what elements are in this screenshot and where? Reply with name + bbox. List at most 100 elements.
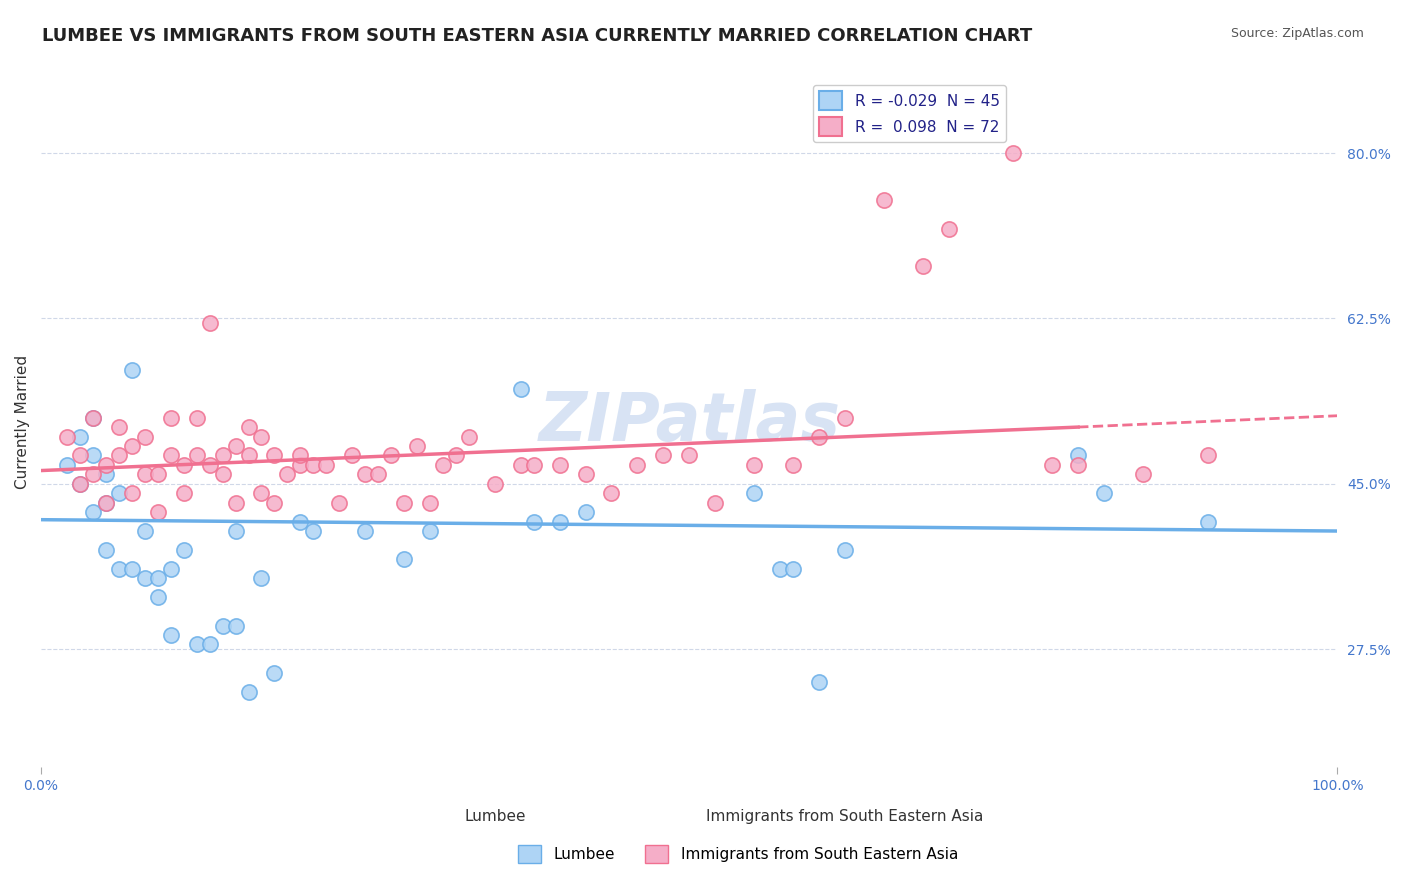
Y-axis label: Currently Married: Currently Married [15, 355, 30, 490]
Point [146, 467, 169, 482]
Legend: R = -0.029  N = 45, R =  0.098  N = 72: R = -0.029 N = 45, R = 0.098 N = 72 [813, 85, 1005, 142]
Point [198, 316, 221, 330]
Point [263, 496, 285, 510]
Point [134, 429, 156, 443]
Point [250, 429, 273, 443]
Point [82, 410, 104, 425]
Point [56, 429, 79, 443]
Point [1197, 515, 1219, 529]
Point [198, 458, 221, 472]
Point [263, 665, 285, 680]
Point [56, 458, 79, 472]
Point [186, 637, 208, 651]
Point [342, 449, 364, 463]
Point [419, 496, 441, 510]
Point [432, 458, 454, 472]
Point [484, 476, 506, 491]
Point [523, 458, 546, 472]
Point [173, 486, 195, 500]
Point [626, 458, 648, 472]
Point [134, 467, 156, 482]
Point [69, 449, 91, 463]
Point [121, 562, 143, 576]
Point [548, 458, 571, 472]
Point [354, 524, 377, 538]
Point [406, 439, 429, 453]
Point [238, 449, 260, 463]
Point [392, 552, 415, 566]
Point [457, 429, 479, 443]
Point [807, 675, 830, 690]
Point [159, 449, 181, 463]
Point [134, 524, 156, 538]
Point [652, 449, 675, 463]
Point [225, 439, 247, 453]
Point [121, 439, 143, 453]
Point [509, 382, 531, 396]
Point [82, 410, 104, 425]
Point [574, 505, 596, 519]
Point [742, 458, 765, 472]
Point [548, 515, 571, 529]
Point [225, 524, 247, 538]
Legend: Lumbee, Immigrants from South Eastern Asia: Lumbee, Immigrants from South Eastern As… [512, 838, 965, 870]
Point [1132, 467, 1154, 482]
Point [250, 486, 273, 500]
Point [523, 515, 546, 529]
Point [574, 467, 596, 482]
Point [159, 410, 181, 425]
Point [419, 524, 441, 538]
Point [198, 637, 221, 651]
Point [807, 429, 830, 443]
Point [69, 429, 91, 443]
Point [238, 684, 260, 698]
Point [290, 458, 312, 472]
Point [1040, 458, 1063, 472]
Point [108, 486, 131, 500]
Point [173, 543, 195, 558]
Point [392, 496, 415, 510]
Text: Source: ZipAtlas.com: Source: ZipAtlas.com [1230, 27, 1364, 40]
Point [159, 562, 181, 576]
Point [173, 458, 195, 472]
Point [108, 562, 131, 576]
Point [238, 420, 260, 434]
Point [600, 486, 623, 500]
Point [302, 458, 325, 472]
Text: ZIPatlas: ZIPatlas [538, 389, 841, 455]
Point [186, 449, 208, 463]
Point [963, 127, 986, 141]
Point [354, 467, 377, 482]
Point [146, 590, 169, 604]
Point [82, 467, 104, 482]
Point [69, 476, 91, 491]
Point [938, 221, 960, 235]
Point [211, 467, 233, 482]
Point [769, 562, 792, 576]
Point [94, 496, 117, 510]
Point [276, 467, 298, 482]
Point [146, 571, 169, 585]
Text: Immigrants from South Eastern Asia: Immigrants from South Eastern Asia [706, 809, 984, 823]
Text: LUMBEE VS IMMIGRANTS FROM SOUTH EASTERN ASIA CURRENTLY MARRIED CORRELATION CHART: LUMBEE VS IMMIGRANTS FROM SOUTH EASTERN … [42, 27, 1032, 45]
Point [1002, 146, 1025, 161]
Point [186, 410, 208, 425]
Point [782, 562, 804, 576]
Point [1067, 458, 1090, 472]
Point [82, 505, 104, 519]
Point [328, 496, 350, 510]
Point [108, 449, 131, 463]
Point [146, 505, 169, 519]
Point [159, 628, 181, 642]
Point [225, 496, 247, 510]
Point [444, 449, 467, 463]
Point [69, 476, 91, 491]
Point [834, 543, 856, 558]
Point [302, 524, 325, 538]
Point [367, 467, 389, 482]
Point [290, 515, 312, 529]
Point [509, 458, 531, 472]
Point [782, 458, 804, 472]
Point [250, 571, 273, 585]
Point [678, 449, 700, 463]
